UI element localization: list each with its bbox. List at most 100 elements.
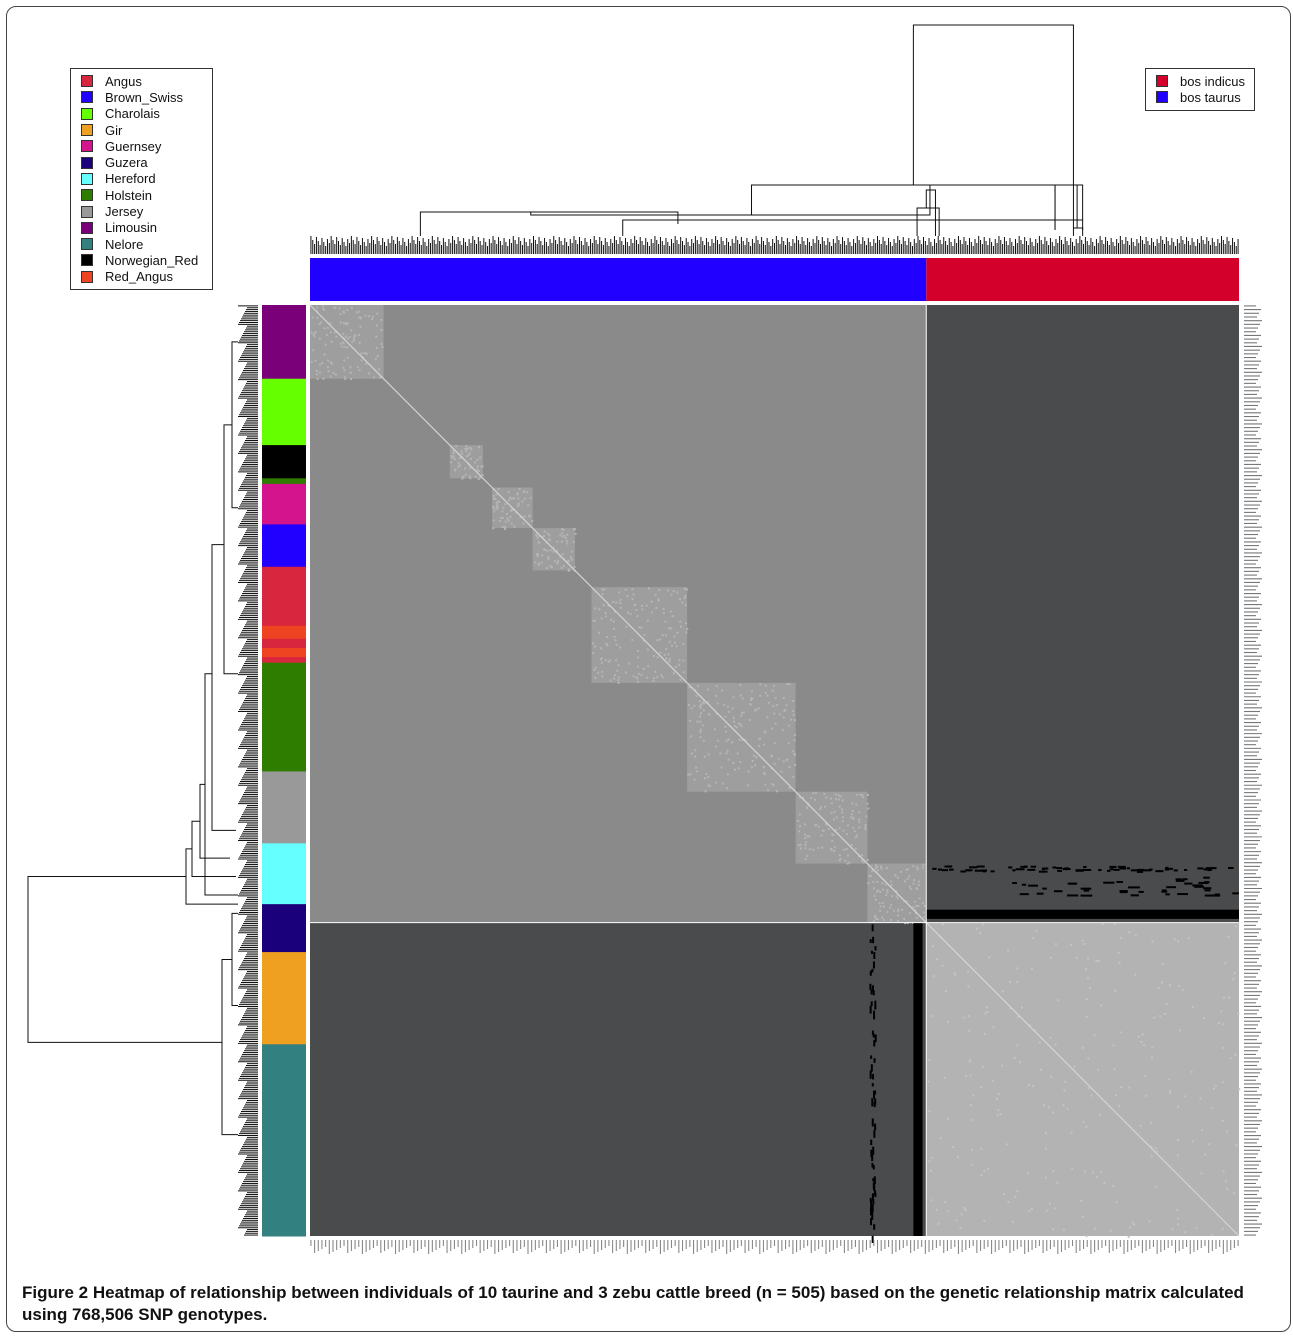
relationship-cell xyxy=(462,475,465,478)
relationship-cell xyxy=(645,604,648,607)
relationship-cell xyxy=(612,601,615,604)
dendrogram-branch xyxy=(27,876,222,1043)
relationship-cell xyxy=(967,970,970,973)
relationship-cell xyxy=(566,533,569,536)
relationship-cell xyxy=(1128,931,1131,934)
relationship-cell xyxy=(656,676,659,679)
relationship-cell xyxy=(872,961,875,969)
relationship-cell xyxy=(843,848,846,851)
relationship-cell xyxy=(786,683,789,686)
relationship-cell xyxy=(345,323,348,326)
relationship-cell xyxy=(381,345,384,348)
relationship-cell xyxy=(804,843,807,846)
relationship-cell xyxy=(476,458,479,461)
relationship-cell xyxy=(1090,1094,1093,1097)
relationship-cell xyxy=(600,657,603,660)
relationship-cell xyxy=(763,773,766,776)
relationship-cell xyxy=(362,352,365,355)
relationship-cell xyxy=(798,796,801,799)
relationship-cell xyxy=(693,778,696,781)
relationship-cell xyxy=(1203,887,1212,890)
relationship-cell xyxy=(353,337,356,340)
relationship-cell xyxy=(824,822,827,825)
relationship-cell xyxy=(754,764,757,767)
relationship-cell xyxy=(720,766,723,769)
relationship-cell xyxy=(342,310,345,313)
dendrogram-branch xyxy=(925,189,936,236)
relationship-cell xyxy=(492,519,495,522)
legend-entry: Red_Angus xyxy=(81,269,204,285)
legend-entry: Norwegian_Red xyxy=(81,252,204,268)
relationship-cell xyxy=(637,649,640,652)
relationship-cell xyxy=(637,672,640,675)
relationship-cell xyxy=(502,506,505,509)
relationship-cell xyxy=(335,335,338,338)
legend-swatch xyxy=(81,107,93,120)
relationship-cell xyxy=(1052,866,1057,869)
relationship-cell xyxy=(528,515,531,518)
relationship-cell xyxy=(841,816,844,819)
relationship-cell xyxy=(1116,880,1123,883)
relationship-cell xyxy=(901,908,904,911)
dendrogram-branch xyxy=(622,219,1084,236)
relationship-cell xyxy=(981,869,988,872)
relationship-cell xyxy=(764,783,767,786)
relationship-cell xyxy=(1073,1065,1076,1068)
relationship-cell xyxy=(367,372,370,375)
relationship-cell xyxy=(334,307,337,310)
relationship-cell xyxy=(821,829,824,832)
relationship-cell xyxy=(372,315,375,318)
relationship-cell xyxy=(971,1163,974,1166)
row-labels xyxy=(1244,305,1262,1236)
relationship-cell xyxy=(348,336,351,339)
relationship-cell xyxy=(669,610,672,613)
relationship-cell xyxy=(1020,1006,1023,1009)
relationship-cell xyxy=(890,884,893,887)
relationship-cell xyxy=(553,560,556,563)
relationship-cell xyxy=(773,742,776,745)
relationship-cell xyxy=(870,1001,873,1007)
relationship-cell xyxy=(1237,1012,1240,1015)
relationship-cell xyxy=(869,874,872,877)
relationship-cell xyxy=(683,587,686,590)
relationship-cell xyxy=(510,509,513,512)
relationship-cell xyxy=(852,816,855,819)
relationship-cell xyxy=(837,798,840,801)
relationship-cell xyxy=(804,847,807,850)
relationship-cell xyxy=(1109,1229,1112,1232)
relationship-cell xyxy=(1203,868,1212,871)
relationship-cell xyxy=(968,1060,971,1063)
relationship-cell xyxy=(359,325,362,328)
relationship-cell xyxy=(598,608,601,611)
relationship-cell xyxy=(838,854,841,857)
dendrogram-branch xyxy=(223,424,238,675)
relationship-cell xyxy=(869,1070,872,1079)
relationship-cell xyxy=(355,311,358,314)
relationship-cell xyxy=(326,326,329,329)
relationship-cell xyxy=(1119,890,1128,893)
relationship-cell xyxy=(928,1110,931,1113)
relationship-cell xyxy=(663,653,666,656)
relationship-cell xyxy=(810,797,813,800)
relationship-cell xyxy=(806,806,809,809)
relationship-cell xyxy=(732,716,735,719)
relationship-cell xyxy=(334,373,337,376)
relationship-cell xyxy=(1030,865,1037,868)
relationship-cell xyxy=(820,806,823,809)
relationship-cell xyxy=(903,917,906,920)
relationship-cell xyxy=(1183,1095,1186,1098)
relationship-cell xyxy=(960,1213,963,1216)
relationship-cell xyxy=(864,824,867,827)
breed-bar-segment xyxy=(262,378,306,446)
relationship-cell xyxy=(794,733,797,736)
relationship-cell xyxy=(814,791,817,794)
relationship-cell xyxy=(821,846,824,849)
relationship-cell xyxy=(346,308,349,311)
breed-legend: Angus Brown_Swiss Charolais Gir Guernsey Guze… xyxy=(70,68,213,290)
relationship-cell xyxy=(916,866,919,869)
relationship-cell xyxy=(953,972,956,975)
relationship-cell xyxy=(941,964,944,967)
relationship-cell xyxy=(868,874,871,877)
relationship-cell xyxy=(1070,943,1073,946)
relationship-cell xyxy=(1028,884,1039,887)
